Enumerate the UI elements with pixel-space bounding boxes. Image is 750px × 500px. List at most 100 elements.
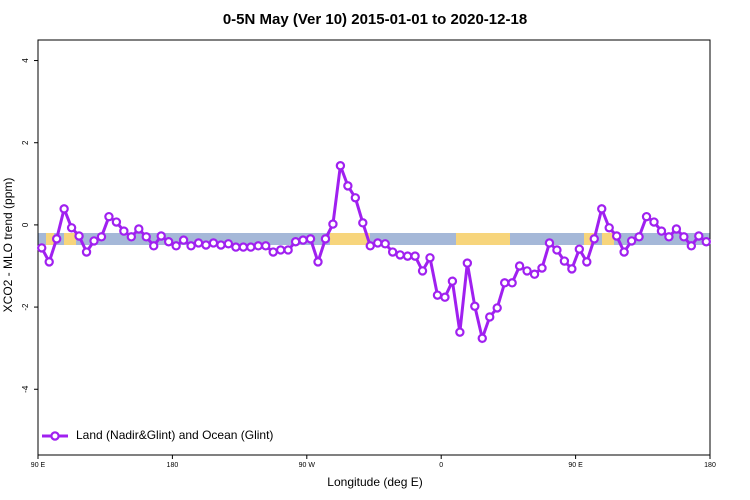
data-point [343, 181, 353, 191]
data-point [552, 245, 562, 255]
y-tick-label: -4 [21, 385, 30, 393]
data-point [455, 327, 465, 337]
data-point [96, 232, 107, 242]
band-land [46, 233, 54, 245]
data-point [156, 231, 166, 241]
data-point [611, 231, 622, 241]
data-point [141, 232, 151, 242]
data-point [216, 240, 226, 250]
x-tick-label: 90 W [299, 462, 316, 469]
data-point [694, 231, 704, 241]
data-point [290, 237, 301, 247]
data-point [432, 290, 443, 300]
x-tick-label: 90 E [31, 462, 46, 469]
band-land [584, 233, 594, 245]
series-line [40, 165, 708, 344]
data-point [59, 204, 69, 214]
data-point [395, 250, 405, 260]
data-point [619, 247, 629, 257]
data-point [507, 278, 517, 288]
data-point [477, 333, 487, 344]
data-point [559, 256, 570, 266]
data-point [634, 232, 644, 242]
data-point [51, 234, 62, 244]
data-point [485, 312, 495, 322]
data-point [44, 257, 54, 267]
data-point [582, 257, 592, 267]
data-point [679, 232, 689, 242]
x-axis-label: Longitude (deg E) [327, 475, 422, 489]
data-point [89, 236, 99, 246]
data-point [574, 244, 585, 254]
data-point [134, 224, 144, 234]
data-point [440, 292, 450, 302]
y-tick-label: 2 [21, 140, 30, 145]
data-point [589, 234, 599, 244]
data-point [387, 247, 398, 257]
legend-label: Land (Nadir&Glint) and Ocean (Glint) [76, 428, 273, 442]
data-point [641, 211, 652, 222]
data-point [320, 234, 331, 244]
data-point [111, 217, 122, 227]
data-point [66, 223, 77, 233]
data-point [223, 239, 234, 249]
data-point [335, 161, 346, 171]
x-tick-label: 180 [167, 462, 179, 469]
data-point [380, 239, 390, 249]
data-point [701, 237, 711, 247]
data-point [298, 235, 308, 245]
data-point [499, 278, 510, 288]
data-point [193, 238, 204, 248]
data-point [656, 226, 667, 236]
data-point [417, 266, 428, 276]
band-land [602, 233, 614, 245]
data-point [492, 303, 502, 313]
data-point [522, 266, 532, 276]
data-point [201, 240, 211, 250]
band-land [330, 233, 370, 245]
y-tick-label: 0 [21, 222, 30, 227]
data-point [514, 261, 525, 271]
data-point [171, 241, 181, 251]
data-point [597, 204, 607, 214]
data-point [104, 211, 114, 222]
data-point [664, 232, 674, 242]
data-point [186, 241, 196, 251]
data-point [238, 242, 249, 252]
data-point [529, 269, 540, 279]
data-point [671, 224, 682, 234]
data-point [149, 241, 159, 251]
data-point [275, 245, 286, 255]
data-point [365, 241, 375, 251]
y-tick-label: 4 [21, 58, 30, 63]
x-tick-label: 0 [439, 462, 443, 469]
data-point [74, 231, 84, 241]
data-point [283, 245, 293, 255]
chart-title: 0-5N May (Ver 10) 2015-01-01 to 2020-12-… [223, 11, 527, 28]
x-tick-label: 180 [704, 462, 716, 469]
data-point [305, 234, 316, 244]
x-tick-label: 90 E [568, 462, 583, 469]
data-point [462, 258, 473, 268]
data-point [373, 238, 383, 248]
data-point [37, 243, 47, 253]
data-point [163, 237, 174, 247]
data-point [626, 236, 637, 246]
data-point [470, 301, 480, 311]
data-point [261, 241, 271, 251]
data-point [604, 223, 614, 233]
band-land [64, 233, 76, 245]
data-point [253, 241, 263, 251]
data-point [81, 247, 92, 257]
data-point [231, 242, 241, 252]
data-point [246, 242, 256, 252]
data-point [425, 253, 435, 263]
data-point [567, 264, 577, 274]
data-point [544, 238, 555, 248]
data-point [126, 232, 137, 242]
data-point [447, 276, 458, 286]
data-point [410, 251, 420, 261]
data-point [313, 257, 323, 267]
legend-swatch-marker [50, 431, 60, 441]
